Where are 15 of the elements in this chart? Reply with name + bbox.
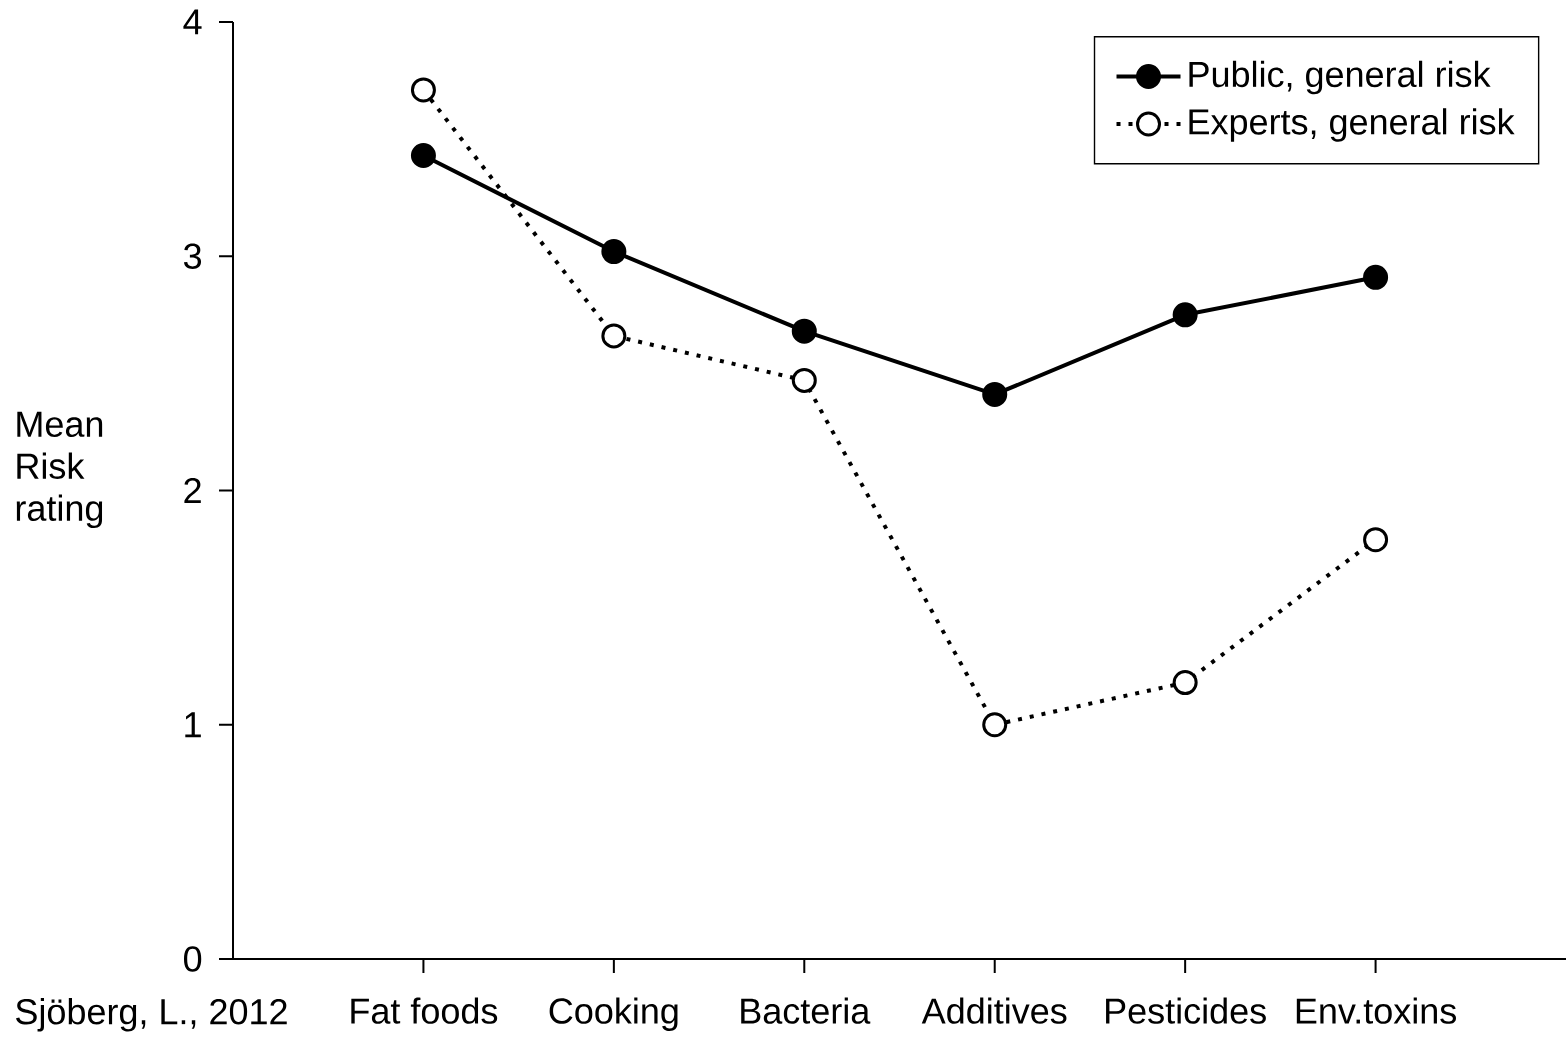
text: Sjöberg, L., 2012	[16, 998, 287, 1032]
x-tick-label: Cooking	[549, 997, 678, 1031]
y-tick-label: 1	[185, 712, 201, 738]
x-tick-label: Fat foods	[351, 997, 498, 1024]
x-tick-label: Bacteria	[741, 997, 871, 1024]
y-tick-label: 0	[184, 946, 202, 972]
y-tick-label: 2	[184, 477, 201, 504]
legend-label: Public, general risk	[1189, 60, 1491, 95]
x-tick-label: Additives	[921, 997, 1067, 1024]
x-tick-label: Pesticides	[1106, 997, 1266, 1024]
legend-label: Experts, general risk	[1189, 108, 1515, 142]
y-tick-label: 4	[183, 9, 202, 35]
y-tick-label: 3	[183, 243, 202, 269]
y-axis-title: Mean Risk rating	[16, 411, 103, 529]
x-tick-label: Env.toxins	[1296, 997, 1456, 1024]
